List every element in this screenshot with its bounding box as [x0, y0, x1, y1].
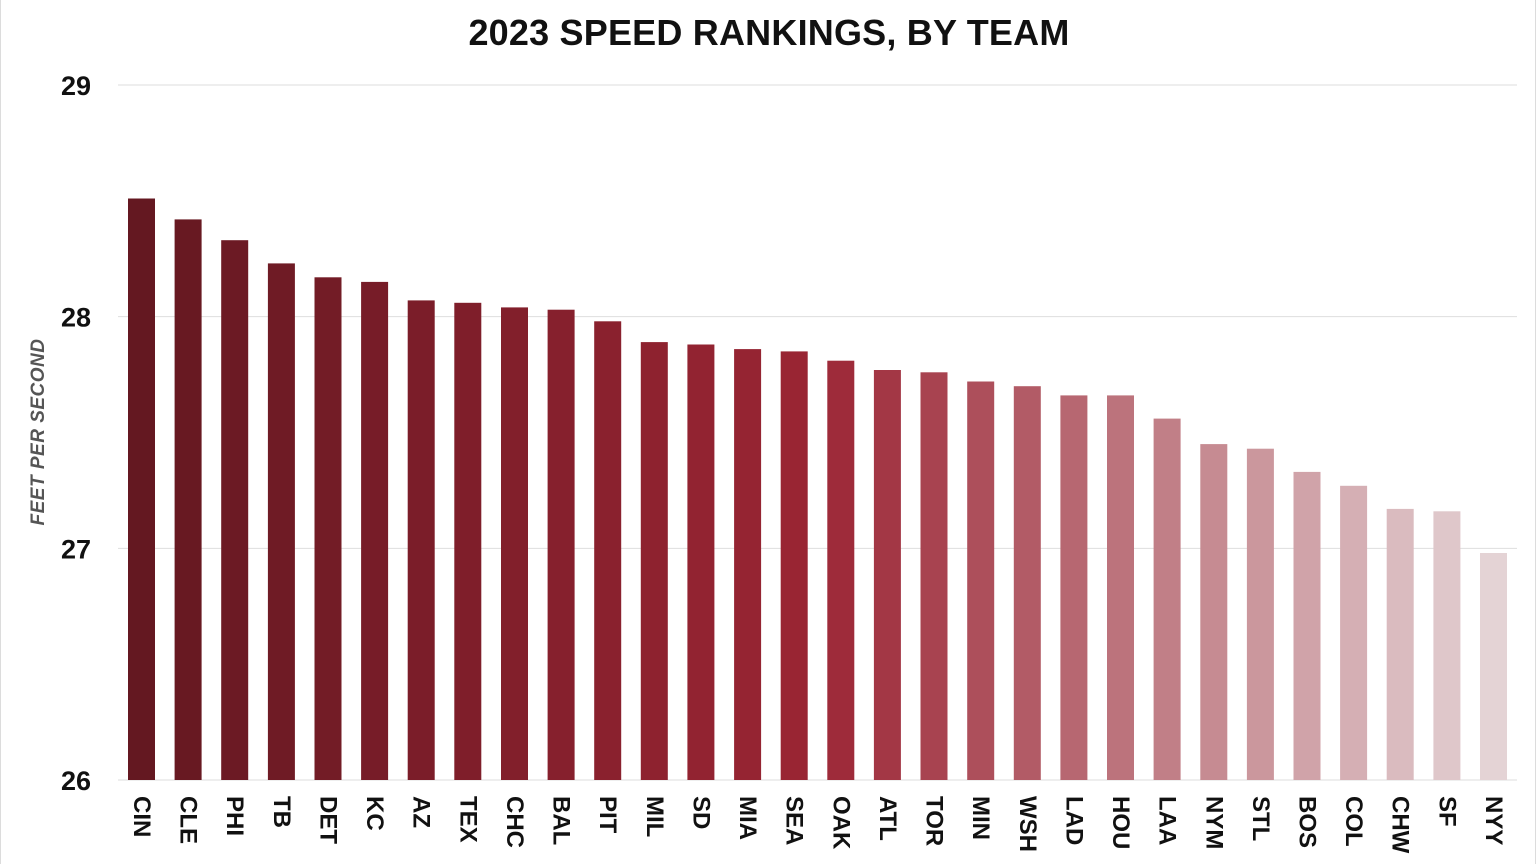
x-tick-label-chw: CHW [1387, 796, 1414, 854]
x-tick-label-nyy: NYY [1480, 796, 1507, 845]
bar-tex [454, 302, 482, 780]
x-tick-label-det: DET [315, 796, 342, 844]
x-tick-labels: CIN CLE PHI TB DET KC AZ TEX CHC BAL PIT MIL SD MIA SE… [128, 796, 1507, 854]
x-tick-label-wsh: WSH [1014, 796, 1041, 852]
x-tick-label-tor: TOR [921, 796, 948, 846]
x-tick-label-hou: HOU [1107, 796, 1134, 849]
x-tick-label-tex: TEX [454, 796, 481, 843]
bar-lad [1060, 395, 1088, 780]
bar-oak [827, 360, 855, 780]
bar-nym [1200, 444, 1228, 780]
bar-wsh [1013, 386, 1041, 780]
x-tick-label-min: MIN [967, 796, 994, 840]
x-tick-label-oak: OAK [827, 796, 854, 850]
bar-az [407, 300, 435, 780]
x-tick-label-kc: KC [361, 796, 388, 831]
y-tick-label: 29 [61, 71, 91, 101]
bar-mia [734, 349, 762, 780]
bar-det [314, 277, 342, 780]
y-tick-label: 28 [61, 303, 91, 333]
x-tick-label-pit: PIT [594, 796, 621, 834]
x-tick-label-bos: BOS [1294, 796, 1321, 848]
x-tick-label-mia: MIA [734, 796, 761, 840]
x-tick-label-mil: MIL [641, 796, 668, 837]
bar-phi [221, 240, 249, 780]
bar-bos [1293, 471, 1321, 780]
bar-cle [174, 219, 202, 780]
y-tick-labels: 26 27 28 29 [61, 71, 91, 796]
x-tick-label-atl: ATL [874, 796, 901, 841]
x-tick-label-sf: SF [1433, 796, 1460, 827]
bar-nyy [1480, 553, 1507, 780]
x-tick-label-cin: CIN [128, 796, 155, 837]
bar-atl [873, 370, 901, 780]
bar-kc [361, 281, 389, 780]
x-tick-label-laa: LAA [1154, 796, 1181, 845]
bar-min [967, 381, 995, 780]
x-tick-label-chc: CHC [501, 796, 528, 848]
grid-lines [118, 84, 1517, 781]
bar-mil [640, 342, 668, 780]
x-tick-label-bal: BAL [548, 796, 575, 845]
bars-group [128, 198, 1507, 780]
x-tick-label-sea: SEA [781, 796, 808, 845]
x-tick-label-stl: STL [1247, 796, 1274, 841]
bar-sd [687, 344, 715, 780]
bar-tb [267, 263, 295, 780]
x-tick-label-az: AZ [408, 796, 435, 828]
x-tick-label-lad: LAD [1060, 796, 1087, 845]
x-tick-label-phi: PHI [221, 796, 248, 836]
bar-sea [780, 351, 808, 780]
x-tick-label-col: COL [1340, 796, 1367, 847]
bar-hou [1107, 395, 1134, 780]
chart-title: 2023 SPEED RANKINGS, BY TEAM [468, 12, 1070, 53]
x-tick-label-tb: TB [268, 796, 295, 828]
x-tick-label-sd: SD [687, 796, 714, 829]
bar-col [1340, 485, 1368, 780]
bar-pit [594, 321, 622, 780]
x-tick-label-nym: NYM [1200, 796, 1227, 849]
bar-chw [1386, 508, 1414, 780]
bar-chc [501, 307, 528, 780]
bar-bal [547, 309, 575, 780]
y-tick-label: 27 [61, 534, 91, 564]
bar-sf [1433, 511, 1461, 780]
bar-cin [128, 198, 155, 780]
x-tick-label-cle: CLE [175, 796, 202, 844]
y-tick-label: 26 [61, 766, 91, 796]
bar-stl [1246, 448, 1274, 780]
bar-laa [1153, 418, 1181, 780]
bar-tor [920, 372, 948, 780]
